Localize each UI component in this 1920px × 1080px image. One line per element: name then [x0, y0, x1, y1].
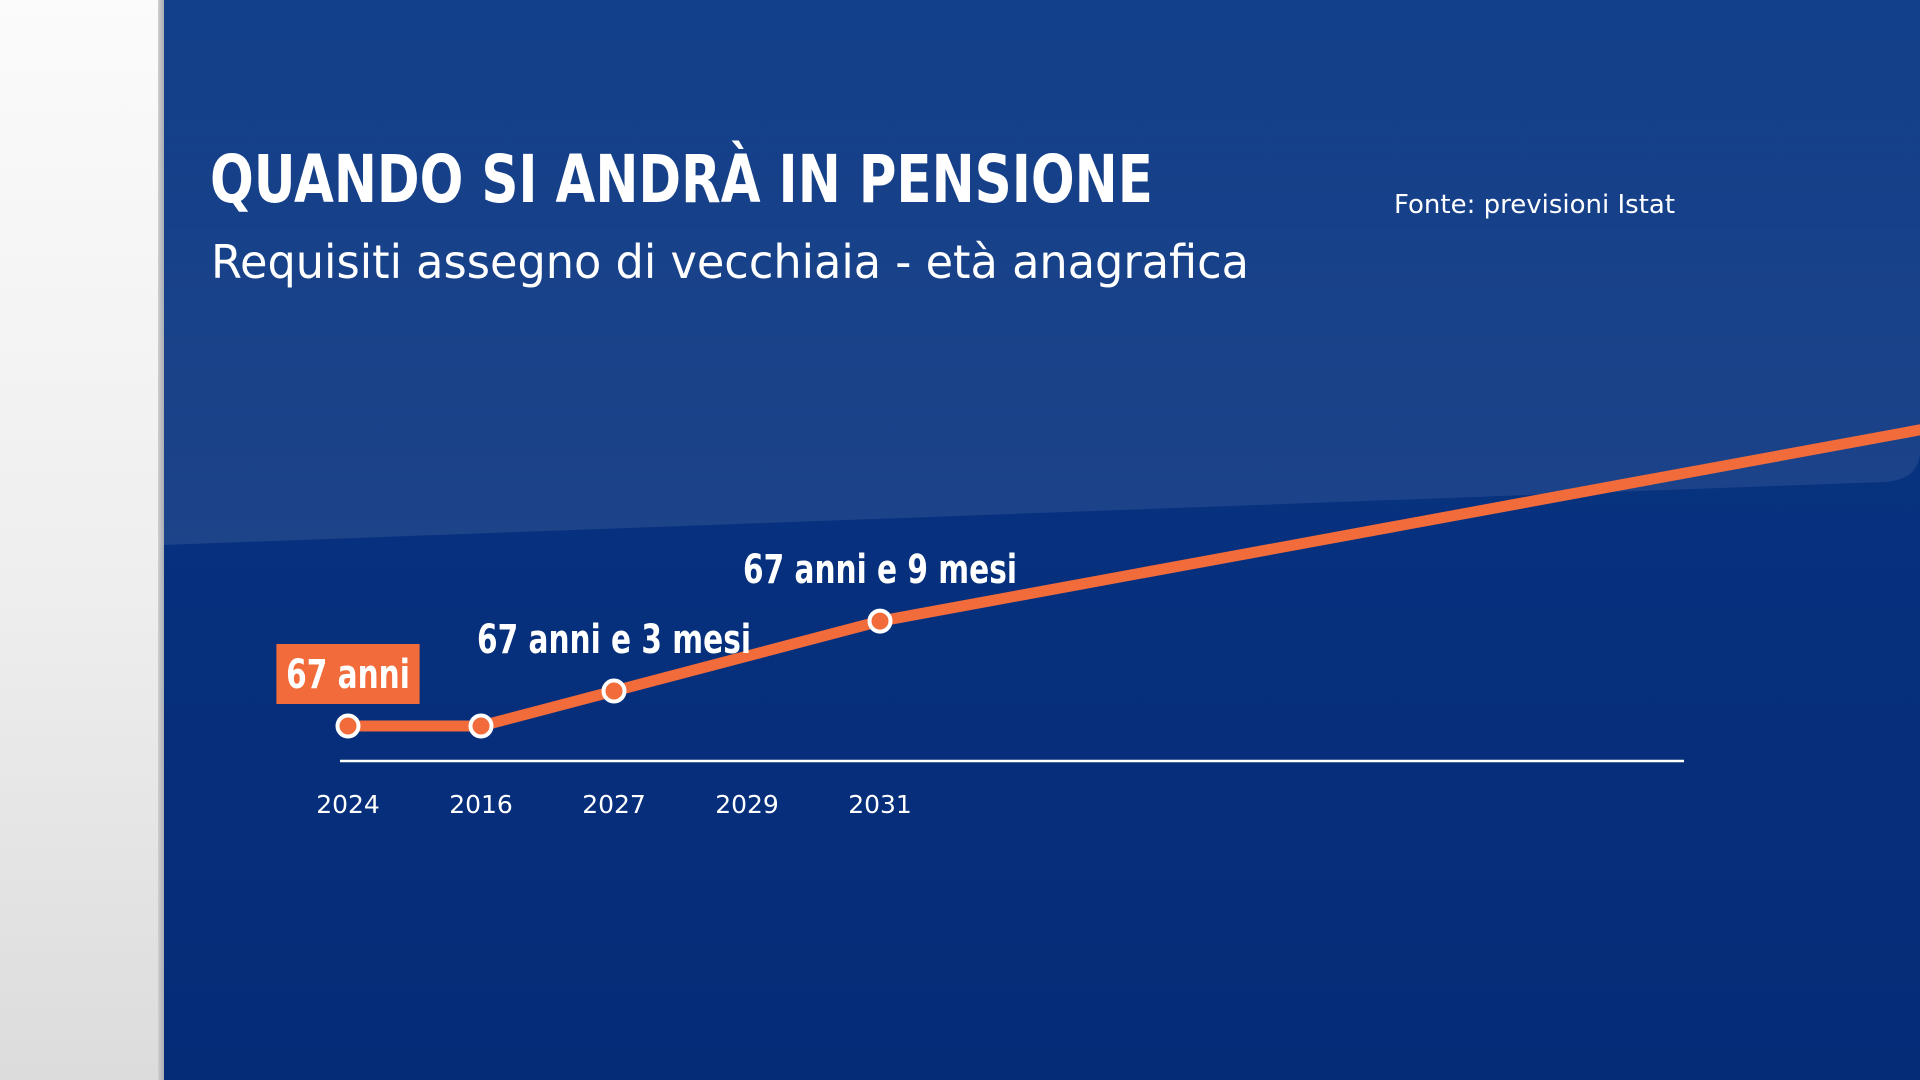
x-axis-ticks: 202420162027202920312051 [316, 790, 912, 819]
data-point-2027 [601, 678, 627, 704]
svg-text:67 anni e 3 mesi: 67 anni e 3 mesi [477, 617, 751, 664]
tick-label-2029: 2029 [715, 790, 779, 819]
data-points [335, 608, 893, 739]
series-line [342, 424, 1920, 732]
data-point-2031 [867, 608, 893, 634]
tick-label-2024: 2024 [316, 790, 380, 819]
label-box-2024 [276, 644, 420, 704]
tick-label-2031: 2031 [848, 790, 912, 819]
data-point-2024 [335, 713, 361, 739]
tick-label-2027: 2027 [582, 790, 646, 819]
value-label-2024: 67 anni [276, 644, 420, 704]
chart-subtitle: Requisiti assegno di vecchiaia - età ana… [211, 235, 1250, 289]
tick-label-2016: 2016 [449, 790, 513, 819]
left-side-panel [0, 0, 164, 1080]
left-panel-edge [158, 0, 166, 1080]
data-point-2016 [468, 713, 494, 739]
value-label-2027: 67 anni e 3 mesi [477, 617, 751, 664]
source-note: Fonte: previsioni Istat [1394, 190, 1676, 220]
value-label-2031: 67 anni e 9 mesi [743, 547, 1017, 594]
svg-text:67 anni: 67 anni [286, 652, 410, 699]
chart-title: QUANDO SI ANDRÀ IN PENSIONE [210, 141, 1153, 218]
svg-text:67 anni e 9 mesi: 67 anni e 9 mesi [743, 547, 1017, 594]
